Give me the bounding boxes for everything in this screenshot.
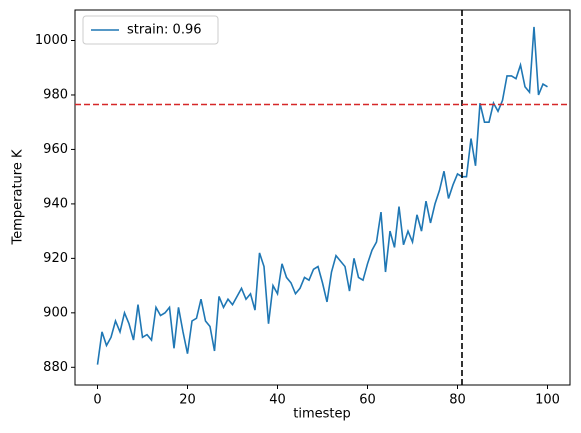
x-tick-label: 20 xyxy=(179,393,196,408)
y-tick-label: 960 xyxy=(43,142,68,157)
y-tick-label: 940 xyxy=(43,196,68,211)
legend-label: strain: 0.96 xyxy=(127,23,202,38)
x-axis-label: timestep xyxy=(293,407,351,422)
y-tick-label: 900 xyxy=(43,305,68,320)
y-tick-label: 980 xyxy=(43,87,68,102)
x-tick-label: 80 xyxy=(449,393,466,408)
x-tick-label: 100 xyxy=(535,393,560,408)
axes-frame xyxy=(74,9,571,386)
y-axis-label: Temperature K xyxy=(11,149,26,245)
y-tick-label: 920 xyxy=(43,251,68,266)
y-tick-label: 880 xyxy=(43,360,68,375)
data-line xyxy=(96,26,548,365)
legend-box xyxy=(82,15,219,45)
y-tick-label: 1000 xyxy=(35,33,68,48)
x-tick-label: 40 xyxy=(269,393,286,408)
x-tick-label: 60 xyxy=(359,393,376,408)
x-tick-label: 0 xyxy=(93,393,101,408)
